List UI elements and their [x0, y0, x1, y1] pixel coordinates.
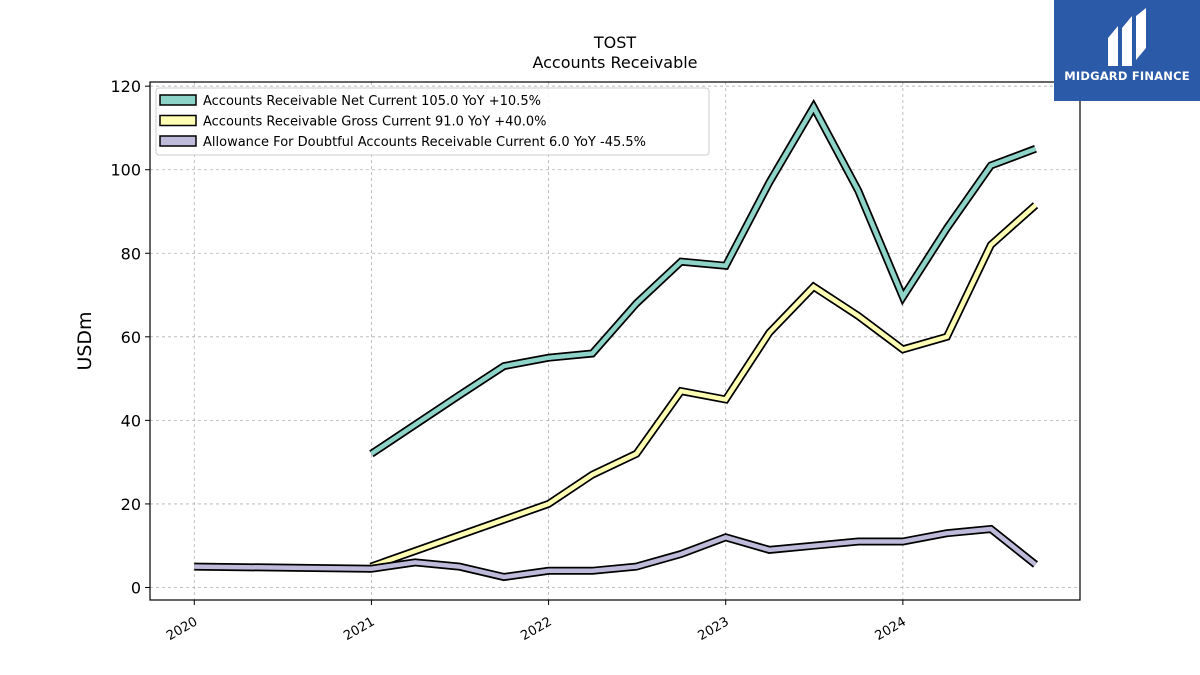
legend-label-1: Accounts Receivable Net Current 105.0 Yo…	[203, 94, 541, 109]
y-tick-label: 120	[110, 77, 141, 96]
brand-logo: MIDGARD FINANCE	[1054, 0, 1200, 101]
series-line-1	[370, 102, 1037, 456]
chart-title: TOST	[593, 33, 637, 52]
y-tick-label: 20	[121, 495, 141, 514]
series-layer	[194, 98, 1039, 582]
legend-swatch-2	[159, 114, 197, 127]
legend-box	[155, 87, 710, 156]
midgard-logo-icon	[1108, 8, 1146, 66]
legend-label-2: Accounts Receivable Gross Current 91.0 Y…	[203, 115, 546, 130]
x-tick-label: 2024	[873, 614, 909, 644]
y-tick-label: 100	[110, 161, 141, 180]
chart-subtitle: Accounts Receivable	[532, 53, 697, 72]
y-tick-label: 60	[121, 328, 141, 347]
x-tick-label: 2021	[341, 614, 377, 644]
legend-swatch-1	[159, 94, 197, 106]
grid-lines	[150, 82, 1080, 600]
legend-label-3: Allowance For Doubtful Accounts Receivab…	[203, 135, 646, 150]
x-tick-label: 2023	[696, 614, 732, 644]
plot-frame	[149, 81, 1081, 601]
y-axis-label: USDm	[74, 311, 96, 370]
x-tick-label: 2022	[518, 614, 554, 644]
series-line-3	[194, 526, 1037, 580]
y-tick-label: 0	[131, 578, 141, 597]
brand-name: MIDGARD FINANCE	[1064, 69, 1190, 83]
y-tick-label: 40	[121, 411, 141, 430]
y-tick-label: 80	[121, 244, 141, 263]
x-tick-label: 2020	[164, 614, 200, 644]
legend: Accounts Receivable Net Current 105.0 Yo…	[155, 87, 710, 156]
series-line-2	[370, 203, 1037, 569]
series-outline-1	[369, 98, 1037, 458]
legend-swatch-3	[159, 135, 197, 147]
axis-ticks: 0 20 40 60 80 100 120 2020 2021 2022 2023 2024	[110, 77, 908, 644]
